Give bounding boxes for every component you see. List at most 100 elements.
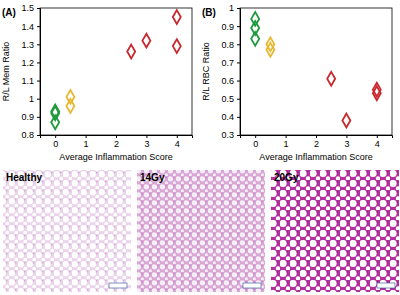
histology-image bbox=[137, 170, 265, 292]
y-tick-mark bbox=[37, 135, 40, 136]
x-axis-line bbox=[41, 136, 193, 139]
x-tick: 0 bbox=[53, 135, 58, 149]
scale-bar bbox=[109, 283, 127, 288]
x-tick-mark bbox=[286, 135, 287, 138]
y-tick-mark bbox=[237, 135, 240, 136]
y-tick: 0.3 bbox=[221, 130, 240, 140]
panel-title: (B) bbox=[202, 7, 216, 18]
x-tick-mark bbox=[316, 135, 317, 138]
y-axis: 0.8 0.9 1 1.1 1.2 1.3 1.4 1.5 bbox=[21, 3, 40, 140]
x-tick: 1 bbox=[284, 135, 289, 149]
y-tick: 0.4 bbox=[221, 112, 240, 122]
y-tick-label: 0.9 bbox=[21, 112, 34, 122]
x-tick-label: 4 bbox=[375, 139, 380, 149]
data-point bbox=[66, 90, 74, 104]
x-tick: 4 bbox=[375, 135, 380, 149]
y-tick: 0.9 bbox=[221, 22, 240, 32]
y-tick: 1 bbox=[29, 94, 40, 104]
x-tick-label: 3 bbox=[344, 139, 349, 149]
histology-panel: 20Gy bbox=[271, 170, 399, 292]
x-tick: 1 bbox=[84, 135, 89, 149]
x-axis-title: Average Inflammation Score bbox=[259, 152, 372, 162]
data-point bbox=[373, 86, 381, 100]
x-tick: 3 bbox=[144, 135, 149, 149]
y-tick-label: 1 bbox=[29, 94, 34, 104]
data-point bbox=[173, 10, 181, 24]
x-tick-label: 0 bbox=[253, 139, 258, 149]
points bbox=[251, 12, 381, 127]
data-point bbox=[327, 72, 335, 86]
y-axis: 0.30.40.50.60.70.80.91 bbox=[221, 3, 240, 140]
x-tick-mark bbox=[146, 135, 147, 138]
data-point bbox=[251, 32, 259, 46]
y-tick: 1.5 bbox=[21, 3, 40, 13]
x-tick-mark bbox=[55, 135, 56, 138]
y-tick-label: 0.8 bbox=[21, 130, 34, 140]
scale-bar bbox=[243, 283, 261, 288]
x-tick: 2 bbox=[114, 135, 119, 149]
x-tick: 0 bbox=[253, 135, 258, 149]
x-tick: 4 bbox=[175, 135, 180, 149]
y-tick-mark bbox=[237, 44, 240, 45]
y-tick-mark bbox=[37, 117, 40, 118]
x-tick-label: 0 bbox=[53, 139, 58, 149]
image-label: 20Gy bbox=[274, 172, 299, 183]
y-tick: 0.5 bbox=[221, 94, 240, 104]
plot-frame bbox=[240, 8, 392, 135]
y-tick-label: 1 bbox=[229, 3, 234, 13]
y-tick-label: 0.9 bbox=[221, 22, 234, 32]
y-tick-label: 1.1 bbox=[21, 76, 34, 86]
data-point bbox=[142, 34, 150, 48]
y-tick-mark bbox=[37, 99, 40, 100]
y-tick-mark bbox=[37, 8, 40, 9]
data-point bbox=[173, 39, 181, 53]
y-tick-label: 1.4 bbox=[21, 22, 34, 32]
x-tick-label: 1 bbox=[284, 139, 289, 149]
y-tick-mark bbox=[237, 117, 240, 118]
y-tick-label: 1.5 bbox=[21, 3, 34, 13]
histology-image bbox=[271, 170, 399, 292]
chart-panel: 012340.30.40.50.60.70.80.91(B)Average In… bbox=[201, 3, 393, 162]
x-tick-label: 2 bbox=[314, 139, 319, 149]
image-label: Healthy bbox=[6, 172, 43, 183]
y-tick-label: 0.6 bbox=[221, 76, 234, 86]
x-tick-label: 2 bbox=[114, 139, 119, 149]
data-point bbox=[251, 12, 259, 26]
y-tick: 1.3 bbox=[21, 40, 40, 50]
x-tick-mark bbox=[346, 135, 347, 138]
histology-panel: Healthy bbox=[3, 170, 131, 292]
x-tick-mark bbox=[86, 135, 87, 138]
chart-panel: 012340.80.911.11.21.31.41.5(A)Average In… bbox=[1, 3, 193, 162]
x-axis-title: Average Inflammation Score bbox=[59, 152, 172, 162]
y-tick-mark bbox=[237, 81, 240, 82]
x-tick-mark bbox=[377, 135, 378, 138]
x-tick: 3 bbox=[344, 135, 349, 149]
x-axis: 0 1 2 3 4 bbox=[41, 135, 193, 149]
y-tick: 0.9 bbox=[21, 112, 40, 122]
y-tick-label: 0.5 bbox=[221, 94, 234, 104]
y-tick: 1.4 bbox=[21, 22, 40, 32]
data-point bbox=[51, 106, 59, 120]
y-axis-title: R/L RBC Ratio bbox=[201, 42, 211, 101]
x-tick-label: 4 bbox=[175, 139, 180, 149]
y-tick-mark bbox=[237, 99, 240, 100]
points bbox=[51, 10, 181, 129]
histology-image bbox=[3, 170, 131, 292]
y-tick-label: 1.3 bbox=[21, 40, 34, 50]
x-tick-mark bbox=[177, 135, 178, 138]
y-tick-mark bbox=[237, 8, 240, 9]
y-tick-label: 0.8 bbox=[221, 40, 234, 50]
scale-bar bbox=[377, 283, 395, 288]
histology-panel: 14Gy bbox=[137, 170, 265, 292]
x-tick-mark bbox=[116, 135, 117, 138]
y-axis-title: R/L Mem Ratio bbox=[1, 42, 11, 102]
y-tick: 1.2 bbox=[21, 58, 40, 68]
x-axis-line bbox=[241, 136, 393, 139]
y-tick: 0.8 bbox=[221, 40, 240, 50]
data-point bbox=[342, 114, 350, 128]
y-tick: 0.8 bbox=[21, 130, 40, 140]
x-tick-label: 3 bbox=[144, 139, 149, 149]
x-tick-mark bbox=[255, 135, 256, 138]
x-tick: 2 bbox=[314, 135, 319, 149]
y-tick-mark bbox=[37, 44, 40, 45]
